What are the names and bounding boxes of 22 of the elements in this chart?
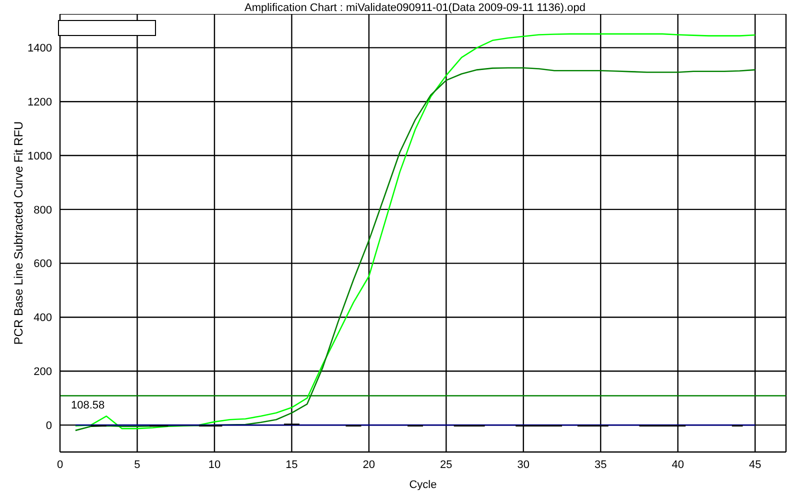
x-tick-label: 30 [517,458,530,471]
x-tick-label: 35 [594,458,607,471]
y-tick-label: 400 [34,312,52,324]
x-tick-label: 20 [362,458,376,471]
x-tick-label: 25 [440,458,452,471]
ref-line-label: 108.58 [71,400,105,412]
x-tick-label: 0 [56,458,64,471]
x-tick-label: 45 [748,458,762,471]
x-tick-label: 5 [134,458,140,471]
y-axis-title: PCR Base Line Subtracted Curve Fit RFU [11,121,26,345]
x-tick-label: 10 [208,458,221,471]
chart-title: Amplification Chart : miValidate090911-01(Data 2009-09-11 1136).opd [244,2,586,14]
y-tick-label: 600 [34,258,52,270]
y-tick-label: 1200 [28,96,52,109]
y-tick-label: 200 [34,366,52,378]
y-tick-label: 1000 [28,150,52,162]
x-tick-label: 15 [286,458,298,471]
y-tick-label: 1400 [28,42,52,55]
x-axis-title: Cycle [409,479,437,491]
y-tick-label: 800 [34,204,52,216]
x-tick-label: 40 [672,458,684,471]
y-tick-label: 0 [46,420,52,432]
